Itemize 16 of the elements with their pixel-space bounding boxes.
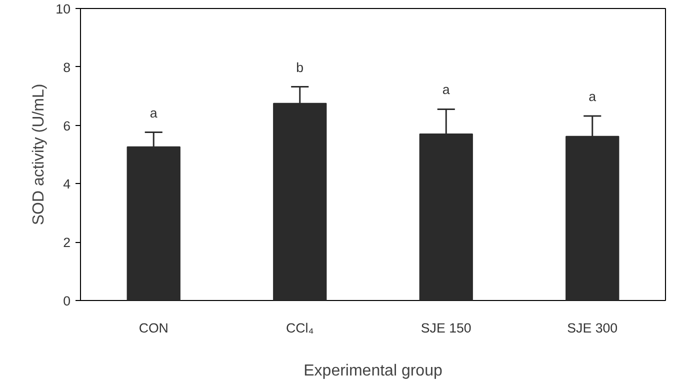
y-tick-label: 8 (63, 60, 71, 75)
y-axis-title: SOD activity (U/mL) (30, 84, 48, 226)
annotation: b (296, 60, 304, 75)
annotation: a (588, 88, 597, 104)
x-tick-label: SJE 300 (567, 320, 618, 336)
x-tick-label: CON (138, 320, 168, 336)
y-tick-label: 0 (63, 294, 71, 308)
x-tick-label: SJE 150 (420, 320, 472, 336)
y-tick-label: 2 (63, 235, 71, 250)
annotation: a (442, 82, 450, 98)
y-tick-label: 10 (56, 2, 71, 16)
annotation: a (150, 105, 158, 120)
x-axis-title: Experimental group (304, 362, 442, 380)
y-tick-label: 6 (63, 118, 71, 134)
y-tick-label: 4 (63, 176, 72, 192)
x-tick-label: CCl₄ (286, 320, 314, 336)
